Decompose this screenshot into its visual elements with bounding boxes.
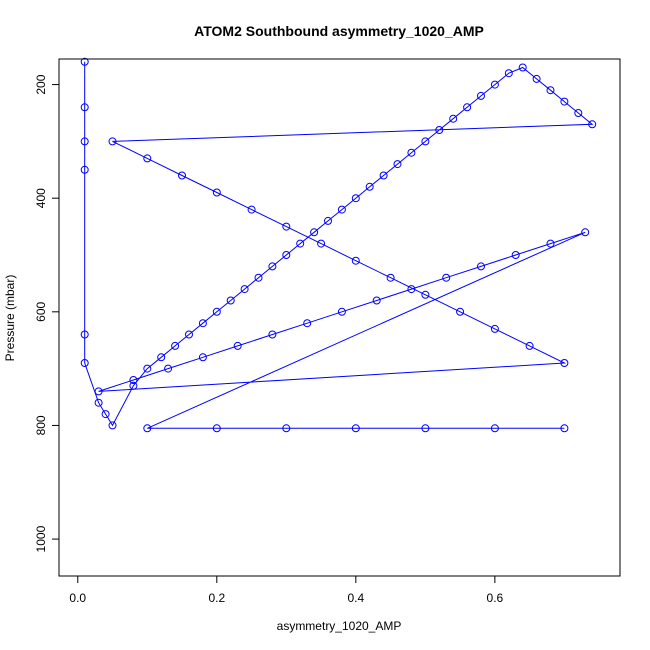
data-point [351,256,360,265]
data-point [164,364,173,373]
data-point [588,120,597,129]
data-point [463,103,472,112]
data-point [504,69,513,78]
plot-frame [58,58,621,577]
data-point [80,57,89,66]
y-tick-label: 600 [34,301,48,321]
x-tick-label: 0.4 [347,591,364,605]
y-tick-label: 1000 [34,525,48,552]
data-point [185,330,193,339]
chart-title: ATOM2 Southbound asymmetry_1020_AMP [194,23,484,39]
x-axis: 0.0 0.2 0.4 0.6 [69,575,504,605]
y-axis-label: Pressure (mbar) [3,275,17,362]
data-point [157,353,166,362]
x-tick-label: 0.2 [208,591,225,605]
data-point [268,262,277,271]
data-point [407,285,416,294]
x-axis-label: asymmetry_1020_AMP [277,619,402,633]
data-point [365,182,374,191]
data-point [372,296,381,305]
y-tick-label: 200 [34,74,48,94]
data-point [198,353,207,362]
data-point [386,273,395,282]
data-point [477,91,485,100]
data-point [581,228,590,237]
data-point [574,109,583,117]
data-point [393,160,402,169]
x-tick-label: 0.0 [69,591,86,605]
data-point [560,97,569,106]
data-point [80,165,89,174]
data-point [421,424,430,433]
data-point [456,307,465,316]
data-point [511,251,520,259]
data-point [518,63,527,72]
data-point [560,359,569,367]
data-point [490,424,499,433]
data-point [94,387,103,396]
data-point [212,188,221,197]
data-point [80,330,89,339]
data-point [226,296,235,305]
data-point [143,424,152,433]
data-point [421,137,430,146]
data-point [143,364,152,373]
data-point [303,319,312,328]
data-point [212,307,221,316]
data-point [198,319,207,328]
data-point [379,171,388,180]
data-point [477,262,485,271]
data-point [442,273,451,282]
data-point [129,376,138,384]
x-tick-label: 0.6 [487,591,504,605]
data-point [240,285,249,294]
y-tick-label: 800 [34,415,48,435]
data-point [351,424,360,433]
data-point [247,205,256,214]
data-point [254,273,263,282]
data-point [282,424,291,433]
data-point [80,137,89,146]
data-point [351,194,360,203]
data-point [532,74,541,83]
data-point [435,126,444,134]
data-point [490,324,499,333]
data-point [490,80,499,89]
y-axis: 200 400 600 800 1000 [34,74,60,552]
data-point [143,154,152,163]
data-point [282,251,291,259]
data-point [546,239,555,248]
data-point [108,421,117,430]
data-point [108,137,117,146]
series-line [84,61,594,429]
data-point [560,424,569,433]
data-point [268,330,277,339]
data-point [310,228,319,237]
data-point [449,114,458,123]
data-point [233,341,242,350]
data-point [337,307,346,316]
data-point [546,86,555,95]
data-point [94,398,103,407]
data-point [525,341,534,350]
data-point [212,424,221,433]
plot-area [80,57,597,433]
data-point [317,239,326,248]
data-point [80,103,89,112]
data-point [407,148,416,157]
y-tick-label: 400 [34,188,48,208]
data-point [337,205,346,214]
data-point [282,222,291,231]
data-point [178,171,186,180]
data-point [324,216,332,225]
data-point [101,410,110,419]
data-point [171,341,180,350]
data-point [80,359,89,367]
data-point [421,290,430,299]
data-point [296,239,305,248]
data-point [129,381,138,390]
